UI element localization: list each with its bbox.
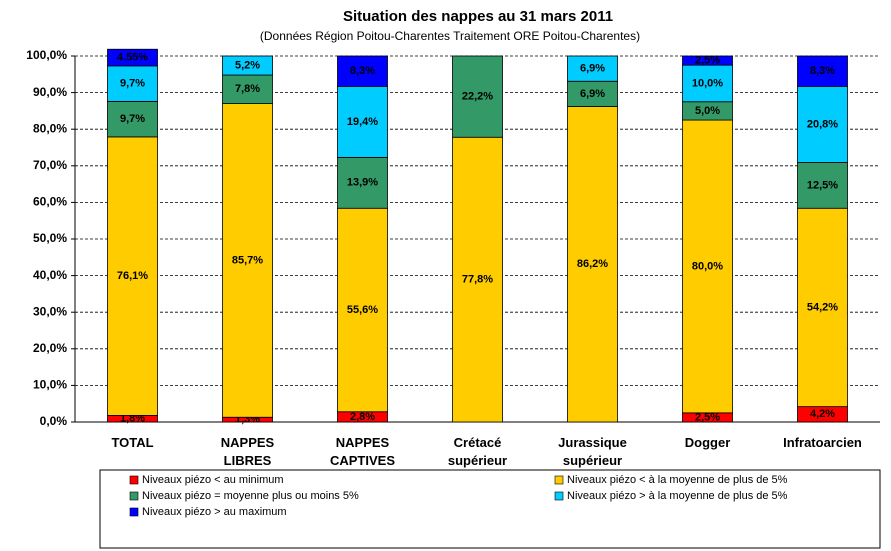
x-tick-label: TOTAL [111,435,153,450]
bar-segment [222,55,273,76]
data-label: 77,8% [462,274,493,286]
legend-swatch [129,491,139,501]
x-tick-label: Dogger [685,435,731,450]
data-label: 6,9% [580,63,605,75]
data-label: 80,0% [692,260,723,272]
y-tick-label: 0,0% [40,414,68,428]
data-label: 6,9% [580,88,605,100]
bar-segment [222,74,273,104]
data-label: 10,0% [692,77,723,89]
x-tick-label-text: Infratoarcien [783,435,862,450]
legend-swatch [129,475,139,485]
legend-box [99,469,881,549]
bar-segment [797,207,848,408]
legend-swatch [554,491,564,501]
data-label: 85,7% [232,254,263,266]
data-label: 7,8% [235,83,260,95]
data-label: 5,2% [235,59,260,71]
bar-segment [797,162,848,209]
data-label: 12,5% [807,179,838,191]
legend-swatch [129,507,139,517]
legend-label: Niveaux piézo = moyenne plus ou moins 5% [142,490,359,502]
legend-label: Niveaux piézo > au maximum [142,506,287,518]
data-label: 13,9% [347,177,378,189]
bar-segment [567,80,618,107]
y-tick-label: 10,0% [33,378,67,392]
data-label: 8,3% [810,65,835,77]
legend-label: Niveaux piézo > à la moyenne de plus de … [567,490,788,502]
data-label: 9,7% [120,78,145,90]
data-label: 4.55% [117,51,148,63]
y-tick-label: 70,0% [33,158,67,172]
x-tick-label: NAPPES LIBRES [221,435,275,468]
y-tick-label: 60,0% [33,195,67,209]
bar-segment [452,55,503,138]
x-tick-label: NAPPES CAPTIVES [330,435,395,468]
x-tick-label: Crétacé supérieur [448,435,507,468]
data-label: 76,1% [117,270,148,282]
data-label: 5,0% [695,105,720,117]
bar-segment [797,85,848,163]
data-label: 2,5% [695,54,720,66]
data-label: 86,2% [577,258,608,270]
y-tick-label: 100,0% [26,48,67,62]
x-tick-label: Infratoarcien [783,435,862,450]
chart-title: Situation des nappes au 31 mars 2011 [343,8,613,25]
legend-label: Niveaux piézo < à la moyenne de plus de … [567,474,788,486]
x-tick-label-text: Dogger [685,435,731,450]
legend-label: Niveaux piézo < au minimum [142,474,284,486]
data-label: 8,3% [350,65,375,77]
bar-segment [107,100,158,138]
data-label: 54,2% [807,301,838,313]
y-tick-label: 20,0% [33,341,67,355]
bar-segment [337,55,388,87]
bar-segment [797,55,848,87]
y-tick-label: 80,0% [33,121,67,135]
bar-segment [682,55,733,66]
x-tick-label-text: NAPPES LIBRES [221,435,275,468]
data-label: 22,2% [462,91,493,103]
x-tick-label-text: Jurassique supérieur [558,435,627,468]
x-tick-label-text: NAPPES CAPTIVES [330,435,395,468]
y-tick-label: 30,0% [33,304,67,318]
bar-segment [107,136,158,416]
data-label: 2,8% [350,411,375,423]
data-label: 19,4% [347,116,378,128]
bar-segment [337,156,388,209]
bar-segment [222,103,273,418]
bar-segment [107,65,158,102]
bar-segment [337,85,388,158]
x-tick-label: Jurassique supérieur [558,435,627,468]
x-tick-label-text: TOTAL [111,435,153,450]
y-tick-label: 50,0% [33,231,67,245]
chart-subtitle: (Données Région Poitou-Charentes Traitem… [260,29,640,43]
data-label: 2,5% [695,411,720,423]
bar-segment [567,106,618,423]
data-label: 4,2% [810,408,835,420]
data-label: 9,7% [120,113,145,125]
bar-segment [682,64,733,103]
legend-swatch [554,475,564,485]
bar-segment [567,55,618,82]
bar-segment [107,48,158,67]
y-tick-label: 40,0% [33,268,67,282]
data-label: 20,8% [807,118,838,130]
data-label: 55,6% [347,304,378,316]
y-tick-label: 90,0% [33,85,67,99]
bar-segment [337,207,388,413]
x-tick-label-text: Crétacé supérieur [448,435,507,468]
